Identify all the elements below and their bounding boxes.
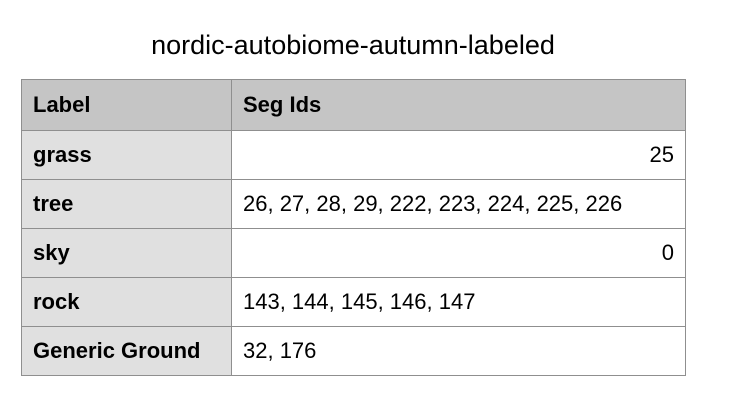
table-row: sky 0 — [21, 228, 686, 278]
table-row: rock 143, 144, 145, 146, 147 — [21, 277, 686, 327]
table-header-row: Label Seg Ids — [21, 79, 686, 131]
row-label: grass — [21, 130, 232, 180]
row-seg-ids: 32, 176 — [231, 326, 686, 376]
table-row: tree 26, 27, 28, 29, 222, 223, 224, 225,… — [21, 179, 686, 229]
segmentation-label-table: Label Seg Ids grass 25 tree 26, 27, 28, … — [21, 79, 686, 376]
row-seg-ids: 26, 27, 28, 29, 222, 223, 224, 225, 226 — [231, 179, 686, 229]
row-seg-ids: 0 — [231, 228, 686, 278]
row-label: rock — [21, 277, 232, 327]
header-seg-ids: Seg Ids — [231, 79, 686, 131]
row-label: sky — [21, 228, 232, 278]
row-label: tree — [21, 179, 232, 229]
table-row: grass 25 — [21, 130, 686, 180]
table-row: Generic Ground 32, 176 — [21, 326, 686, 376]
header-label: Label — [21, 79, 232, 131]
table-title: nordic-autobiome-autumn-labeled — [151, 30, 555, 60]
row-seg-ids: 25 — [231, 130, 686, 180]
row-label: Generic Ground — [21, 326, 232, 376]
row-seg-ids: 143, 144, 145, 146, 147 — [231, 277, 686, 327]
